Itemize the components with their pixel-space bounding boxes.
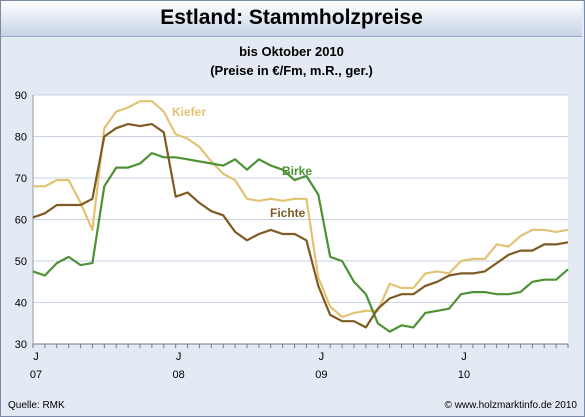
x-tick-label-year: 10 — [458, 369, 470, 381]
series-line-birke — [32, 152, 569, 333]
x-tick-label-year: 08 — [173, 369, 185, 381]
series-label-kiefer: Kiefer — [172, 105, 206, 119]
x-tick-label-month: J — [461, 351, 467, 363]
y-tick-label: 60 — [15, 215, 27, 227]
x-tick-label-year: 09 — [315, 369, 327, 381]
y-tick-label: 90 — [15, 90, 27, 102]
x-tick-label-month: J — [33, 351, 39, 363]
series-line-kiefer — [33, 100, 569, 319]
source-note: Quelle: RMK — [8, 400, 65, 411]
y-tick-label: 30 — [15, 339, 27, 351]
series-labels: Kiefer Birke Fichte — [172, 105, 312, 220]
y-tick-label: 40 — [15, 298, 27, 310]
y-tick-label: 50 — [15, 256, 27, 268]
series-line-fichte — [32, 122, 569, 329]
title-bar — [1, 1, 582, 37]
x-tick-label-month: J — [176, 351, 182, 363]
y-axis: 30 40 50 60 70 80 90 — [15, 90, 34, 351]
series-label-fichte: Fichte — [270, 206, 306, 220]
chart-subtitle-period: bis Oktober 2010 — [239, 44, 344, 59]
chart-subtitle-unit: (Preise in €/Fm, m.R., ger.) — [210, 63, 373, 78]
y-tick-label: 80 — [15, 132, 27, 144]
x-axis: J 07 J 08 J 09 J 10 — [30, 343, 569, 381]
series-label-birke: Birke — [282, 164, 312, 178]
y-tick-label: 70 — [15, 173, 27, 185]
x-tick-label-month: J — [319, 351, 325, 363]
grid-lines — [33, 94, 568, 303]
copyright-note: © www.holzmarktinfo.de 2010 — [444, 400, 577, 411]
chart-title: Estland: Stammholzpreise — [160, 6, 423, 29]
series-lines — [32, 100, 569, 333]
x-tick-label-year: 07 — [30, 369, 42, 381]
